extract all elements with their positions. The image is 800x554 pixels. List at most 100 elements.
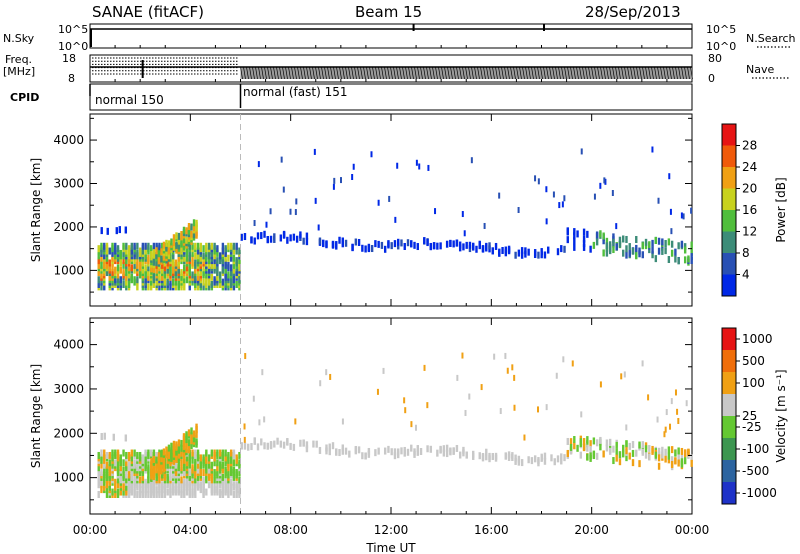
data-cell <box>114 276 117 284</box>
data-cell <box>202 245 205 253</box>
freq-label: Freq. <box>5 53 32 66</box>
nave-hatch <box>669 66 672 80</box>
colorbar-tick-label: 28 <box>742 139 757 153</box>
data-cell <box>166 259 169 267</box>
data-cell <box>122 280 125 288</box>
data-cell <box>612 457 615 465</box>
data-cell <box>442 449 446 457</box>
nave-hatch <box>459 66 462 80</box>
data-cell <box>114 478 117 486</box>
data-cell <box>133 261 136 269</box>
data-cell <box>243 233 247 241</box>
data-cell <box>160 261 164 269</box>
data-cell <box>483 222 486 229</box>
data-cell <box>683 457 687 465</box>
data-cell <box>100 261 103 269</box>
data-cell <box>205 488 208 496</box>
x-tick-label: 08:00 <box>273 523 308 537</box>
data-cell <box>677 242 680 250</box>
data-cell <box>498 192 501 199</box>
data-cell <box>97 252 100 260</box>
nave-hatch <box>258 66 261 80</box>
nsky-tick-top: 10^5 <box>58 23 88 36</box>
data-cell <box>97 473 100 481</box>
data-cell <box>122 249 125 257</box>
data-cell <box>133 276 136 284</box>
data-cell <box>188 266 191 274</box>
colorbar-label: Power [dB] <box>774 177 788 242</box>
data-cell <box>562 356 565 363</box>
data-cell <box>175 453 178 461</box>
data-cell <box>533 249 537 257</box>
data-cell <box>103 432 106 440</box>
data-cell <box>445 450 449 458</box>
nave-hatch <box>615 66 618 80</box>
nave-hatch <box>624 66 627 80</box>
data-cell <box>216 266 219 274</box>
data-cell <box>199 242 203 250</box>
data-cell <box>367 243 371 251</box>
data-cell <box>638 460 641 468</box>
data-cell <box>641 251 644 259</box>
data-cell <box>423 237 426 245</box>
data-cell <box>136 257 139 265</box>
data-cell <box>163 278 167 286</box>
data-cell <box>114 449 117 457</box>
data-cell <box>468 241 472 249</box>
nave-hatch <box>483 66 486 80</box>
data-cell <box>136 451 139 459</box>
data-cell <box>152 449 156 457</box>
data-cell <box>166 488 169 496</box>
data-cell <box>138 451 142 459</box>
data-cell <box>573 228 576 236</box>
data-cell <box>174 461 178 469</box>
colorbar-segment <box>722 253 736 275</box>
nave-hatch <box>405 66 408 80</box>
data-cell <box>419 448 423 456</box>
data-cell <box>351 244 354 252</box>
data-cell <box>674 248 677 256</box>
nave-hatch <box>591 66 594 80</box>
data-cell <box>163 271 167 279</box>
data-cell <box>232 459 236 467</box>
data-cell <box>155 247 158 255</box>
y-tick-label: 3000 <box>53 177 84 191</box>
nave-hatch <box>618 66 621 80</box>
data-cell <box>138 259 142 267</box>
data-cell <box>180 245 183 253</box>
data-cell <box>674 449 677 457</box>
data-cell <box>227 254 230 262</box>
nave-hatch <box>315 66 318 80</box>
data-cell <box>114 266 117 274</box>
data-cell <box>513 374 516 381</box>
data-cell <box>119 249 122 257</box>
data-cell <box>127 451 131 459</box>
data-cell <box>589 445 592 453</box>
nave-hatch <box>579 66 582 80</box>
data-cell <box>670 456 674 464</box>
data-cell <box>240 442 243 450</box>
data-cell <box>138 476 142 484</box>
data-cell <box>199 454 203 462</box>
data-cell <box>141 473 145 481</box>
data-cell <box>498 248 501 256</box>
data-cell <box>100 432 103 440</box>
y-tick-label: 1000 <box>53 263 84 277</box>
data-cell <box>167 240 171 248</box>
data-cell <box>192 430 196 438</box>
data-cell <box>147 476 150 484</box>
data-cell <box>155 456 158 464</box>
power-panel: 1000 2000 3000 4000 Slant Range [km] 4 8 12 16 20… <box>29 113 788 307</box>
y-tick-label: 4000 <box>53 338 84 352</box>
data-cell <box>141 266 145 274</box>
data-cell <box>376 388 379 395</box>
data-cell <box>170 238 173 246</box>
data-cell <box>602 237 605 245</box>
colorbar-segment <box>722 231 736 253</box>
data-cell <box>141 242 145 250</box>
nave-hatch <box>588 66 591 80</box>
data-cell <box>504 352 507 359</box>
data-cell <box>174 486 178 494</box>
data-cell <box>136 249 139 257</box>
data-cell <box>410 421 413 428</box>
